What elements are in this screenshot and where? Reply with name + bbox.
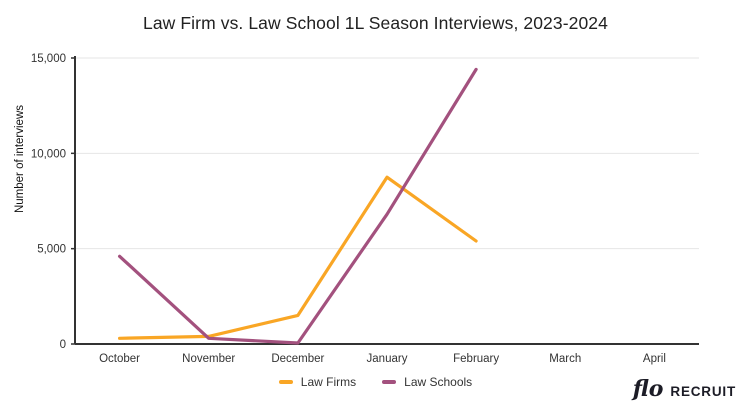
x-tick-label: December (271, 353, 324, 365)
flo-recruit-logo: flo RECRUIT (633, 378, 736, 400)
legend-item-law-schools: Law Schools (382, 375, 472, 389)
x-tick-label: November (182, 353, 235, 365)
y-tick-label: 10,000 (31, 148, 66, 160)
y-tick-label: 0 (60, 339, 66, 351)
x-tick-label: January (367, 353, 408, 365)
law-schools-line-swatch-icon (382, 380, 397, 384)
x-tick-label: April (643, 353, 666, 365)
law-firms-line-swatch-icon (278, 380, 293, 384)
x-tick-label: March (549, 353, 581, 365)
x-tick-label: February (453, 353, 499, 365)
series-line-law-firms (117, 175, 478, 340)
legend-item-law-firms: Law Firms (278, 375, 357, 389)
x-tick-label: October (99, 353, 140, 365)
y-tick-label: 5,000 (37, 244, 66, 256)
legend-label-law-schools: Law Schools (404, 375, 473, 389)
logo-flo-script: flo (632, 376, 664, 402)
logo-recruit-wordmark: RECRUIT (670, 384, 736, 399)
y-tick-label: 15,000 (31, 53, 66, 65)
legend-label-law-firms: Law Firms (300, 375, 357, 389)
chart-legend: Law Firms Law Schools (0, 375, 751, 389)
series-line-law-schools (117, 67, 478, 345)
chart-title: Law Firm vs. Law School 1L Season Interv… (143, 13, 608, 33)
